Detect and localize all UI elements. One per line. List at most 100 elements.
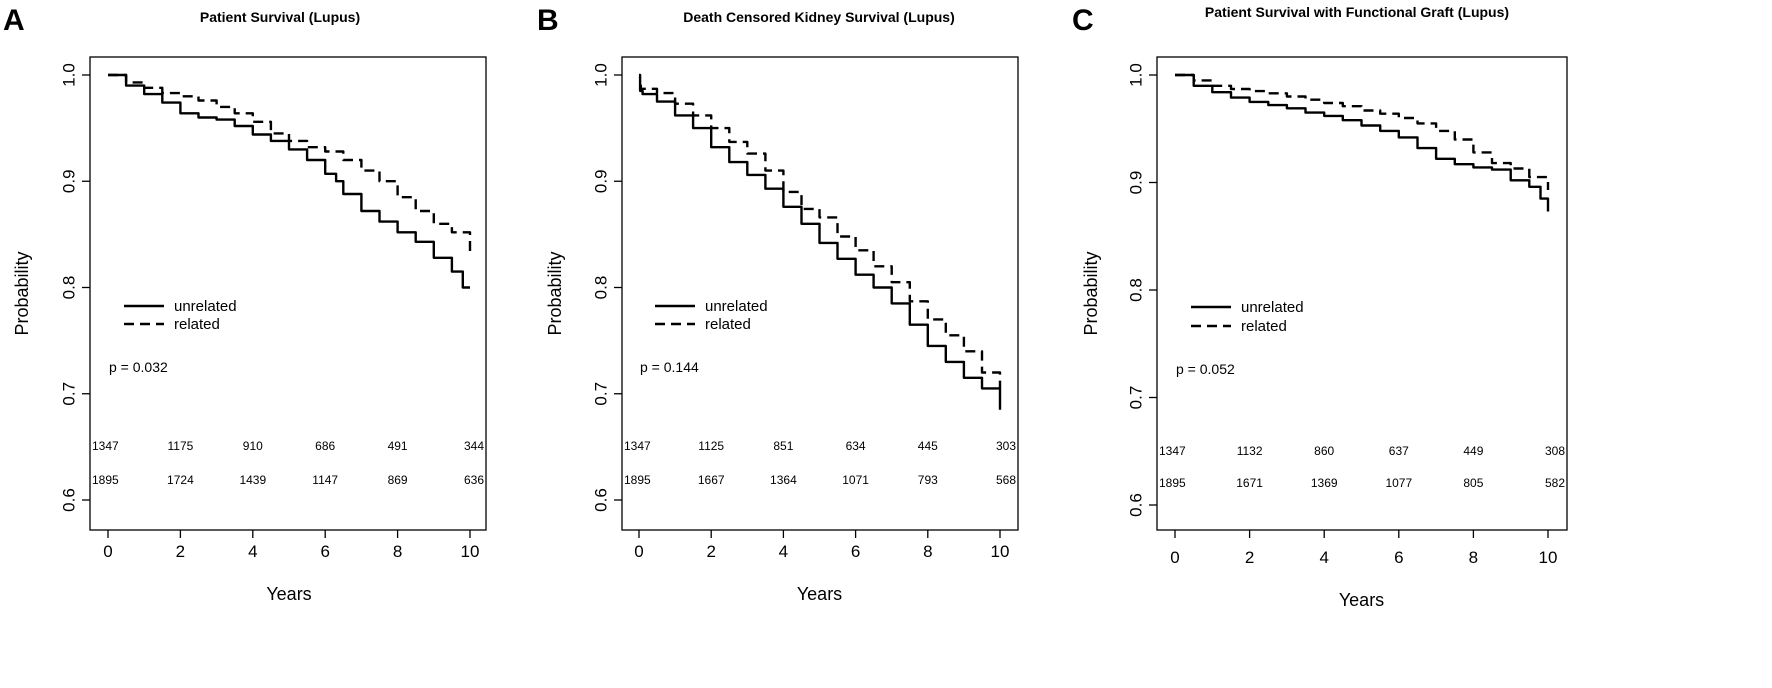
y-tick-label: 0.8 — [59, 276, 78, 300]
survival-curve-related — [108, 73, 472, 256]
risk-count-related: 805 — [1463, 476, 1483, 490]
risk-count-unrelated: 1347 — [624, 439, 651, 453]
risk-count-unrelated: 1347 — [92, 439, 119, 453]
risk-count-unrelated: 686 — [315, 439, 335, 453]
y-tick-label: 1.0 — [1126, 63, 1145, 87]
x-tick-label: 8 — [1469, 548, 1478, 567]
x-tick-label: 10 — [1539, 548, 1558, 567]
risk-count-unrelated: 445 — [918, 439, 938, 453]
x-tick-label: 4 — [248, 542, 257, 561]
x-tick-label: 0 — [103, 542, 112, 561]
survival-curve-unrelated — [108, 73, 470, 289]
risk-count-unrelated: 851 — [773, 439, 793, 453]
x-tick-label: 6 — [320, 542, 329, 561]
risk-count-related: 793 — [918, 473, 938, 487]
risk-count-unrelated: 491 — [388, 439, 408, 453]
chart-title: Death Censored Kidney Survival (Lupus) — [683, 9, 955, 25]
chart-panel-a: A Patient Survival (Lupus) 0.6 0.7 0.8 0.9 1.0… — [3, 4, 487, 604]
survival-curve-unrelated — [638, 73, 1002, 410]
risk-count-related: 869 — [388, 473, 408, 487]
x-tick-label: 2 — [706, 542, 715, 561]
risk-count-related: 1671 — [1236, 476, 1263, 490]
panel-letter: A — [3, 4, 25, 37]
x-tick-label: 4 — [779, 542, 788, 561]
risk-count-unrelated: 634 — [846, 439, 866, 453]
x-tick-label: 2 — [1245, 548, 1254, 567]
risk-count-related: 582 — [1545, 476, 1565, 490]
chart-title: Patient Survival with Functional Graft (… — [1205, 4, 1509, 20]
risk-count-related: 568 — [996, 473, 1016, 487]
legend-label-related: related — [1241, 318, 1287, 335]
y-axis-label: Probability — [545, 251, 565, 335]
y-axis-label: Probability — [12, 251, 32, 335]
x-tick-label: 2 — [176, 542, 185, 561]
risk-count-related: 1364 — [770, 473, 797, 487]
x-tick-label: 6 — [851, 542, 860, 561]
risk-count-related: 1147 — [312, 473, 338, 487]
chart-panel-c: C Patient Survival with Functional Graft … — [1072, 4, 1568, 610]
x-tick-label: 0 — [634, 542, 643, 561]
y-tick-label: 1.0 — [591, 63, 610, 87]
x-axis-label: Years — [1339, 590, 1384, 610]
risk-count-related: 1439 — [239, 473, 266, 487]
risk-count-unrelated: 1347 — [1159, 444, 1186, 458]
y-tick-label: 0.7 — [59, 382, 78, 406]
survival-curve-related — [639, 84, 1002, 389]
y-tick-label: 0.9 — [1126, 171, 1145, 195]
survival-curve-unrelated — [1175, 73, 1550, 212]
p-value: p = 0.032 — [109, 359, 168, 375]
risk-count-unrelated: 303 — [996, 439, 1016, 453]
legend-label-related: related — [174, 316, 220, 333]
plot-frame — [1156, 56, 1568, 531]
y-tick-label: 0.8 — [1126, 278, 1145, 302]
y-tick-label: 0.9 — [591, 169, 610, 193]
y-tick-label: 0.7 — [591, 382, 610, 406]
x-tick-label: 10 — [461, 542, 480, 561]
risk-count-unrelated: 308 — [1545, 444, 1565, 458]
plot-frame — [621, 56, 1019, 531]
x-axis-label: Years — [797, 584, 842, 604]
risk-count-related: 636 — [464, 473, 484, 487]
risk-count-unrelated: 449 — [1463, 444, 1483, 458]
y-tick-label: 0.9 — [59, 169, 78, 193]
y-tick-label: 0.6 — [591, 488, 610, 512]
risk-count-related: 1071 — [842, 473, 869, 487]
plot-frame — [89, 56, 487, 531]
risk-count-unrelated: 1132 — [1237, 444, 1263, 458]
panel-letter: B — [537, 4, 559, 37]
risk-count-unrelated: 637 — [1389, 444, 1409, 458]
p-value: p = 0.144 — [640, 359, 699, 375]
y-tick-label: 0.6 — [1126, 493, 1145, 517]
x-tick-label: 4 — [1319, 548, 1328, 567]
legend-label-unrelated: unrelated — [174, 298, 237, 315]
risk-count-unrelated: 344 — [464, 439, 484, 453]
risk-count-unrelated: 910 — [243, 439, 263, 453]
risk-count-unrelated: 1175 — [167, 439, 193, 453]
y-tick-label: 1.0 — [59, 63, 78, 87]
risk-count-related: 1724 — [167, 473, 194, 487]
x-tick-label: 8 — [393, 542, 402, 561]
risk-count-related: 1369 — [1311, 476, 1338, 490]
panel-letter: C — [1072, 4, 1094, 37]
legend-label-unrelated: unrelated — [705, 298, 768, 315]
x-tick-label: 0 — [1170, 548, 1179, 567]
risk-count-related: 1077 — [1385, 476, 1412, 490]
x-tick-label: 10 — [991, 542, 1010, 561]
risk-count-related: 1667 — [698, 473, 725, 487]
legend-label-related: related — [705, 316, 751, 333]
y-axis-label: Probability — [1081, 251, 1101, 335]
survival-curve-related — [1175, 73, 1550, 190]
chart-title: Patient Survival (Lupus) — [200, 9, 360, 25]
risk-count-related: 1895 — [624, 473, 651, 487]
risk-count-related: 1895 — [92, 473, 119, 487]
y-tick-label: 0.7 — [1126, 386, 1145, 410]
x-tick-label: 8 — [923, 542, 932, 561]
y-tick-label: 0.8 — [591, 276, 610, 300]
x-tick-label: 6 — [1394, 548, 1403, 567]
risk-count-unrelated: 1125 — [698, 439, 724, 453]
p-value: p = 0.052 — [1176, 361, 1235, 377]
risk-count-unrelated: 860 — [1314, 444, 1334, 458]
risk-count-related: 1895 — [1159, 476, 1186, 490]
legend-label-unrelated: unrelated — [1241, 299, 1304, 316]
